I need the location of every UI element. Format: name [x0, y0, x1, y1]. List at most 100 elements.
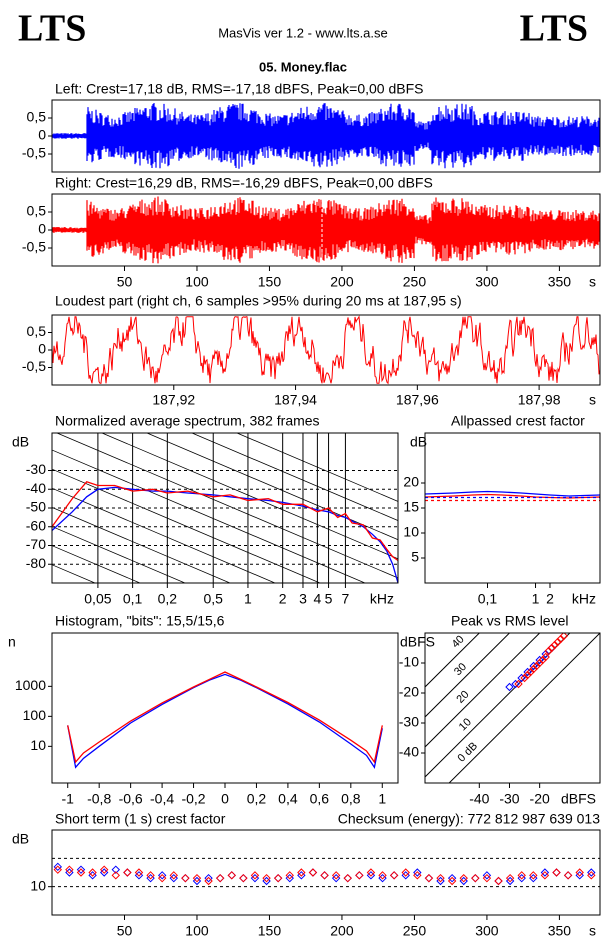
x-tick-label: 0,5 — [203, 591, 223, 607]
point — [563, 871, 573, 880]
checksum: Checksum (energy): 772 812 987 639 013 — [338, 811, 600, 827]
point — [157, 873, 167, 883]
x-tick-label: 3 — [299, 591, 307, 607]
logo: LTS — [520, 8, 588, 50]
point — [262, 873, 271, 883]
x-tick-label: 2 — [279, 591, 287, 607]
point — [559, 633, 569, 641]
plot-area — [52, 830, 600, 915]
y-axis-label: n — [8, 634, 16, 650]
point — [204, 873, 213, 883]
waveform — [52, 196, 600, 264]
x-tick-label: -0,6 — [119, 791, 143, 807]
plot-content — [52, 433, 398, 583]
x-axis-unit: s — [589, 923, 596, 939]
x-tick-label: 300 — [475, 274, 499, 290]
slope-line — [191, 433, 398, 521]
x-tick-label: 0,8 — [341, 791, 361, 807]
point — [343, 873, 352, 883]
crest-line — [425, 633, 480, 688]
y-tick-label: -0,5 — [22, 239, 46, 255]
point — [297, 868, 306, 877]
x-tick-label: -0,8 — [87, 791, 111, 807]
x-tick-label: 0,2 — [247, 791, 267, 807]
slope-line — [56, 433, 398, 579]
panel-title: Short term (1 s) crest factor — [55, 811, 226, 827]
point — [471, 873, 480, 883]
point — [111, 871, 120, 880]
point — [482, 873, 492, 883]
point — [459, 873, 468, 883]
x-tick-label: 0,05 — [84, 591, 111, 607]
plot-content — [52, 194, 600, 266]
y-tick-label: 0,5 — [27, 109, 47, 125]
point — [541, 652, 550, 662]
point — [88, 868, 97, 877]
point — [366, 868, 376, 877]
y-tick-label: -70 — [26, 536, 46, 552]
y-tick-label: -0,5 — [22, 358, 46, 374]
panel-title: Right: Crest=16,29 dB, RMS=-16,29 dBFS, … — [55, 175, 433, 191]
x-tick-label: -20 — [530, 791, 550, 807]
plot-frame — [51, 193, 601, 267]
point — [227, 871, 236, 880]
y-tick-label: -40 — [26, 480, 46, 496]
point — [517, 673, 526, 683]
y-tick-label: -30 — [26, 461, 46, 477]
x-axis-unit: s — [589, 274, 596, 290]
point — [111, 865, 120, 874]
point — [169, 871, 178, 880]
y-tick-label: 0 — [38, 341, 46, 357]
y-tick-label: -80 — [26, 555, 46, 571]
waveform — [52, 315, 600, 385]
y-axis-label: dBFS — [400, 634, 435, 650]
y-tick-label: 10 — [30, 737, 46, 753]
series-line — [67, 673, 383, 769]
point — [123, 868, 132, 877]
point — [192, 873, 202, 883]
y-tick-label: 0 — [38, 221, 46, 237]
point — [378, 871, 387, 880]
point — [587, 868, 596, 877]
point — [273, 873, 283, 883]
point — [547, 643, 556, 653]
x-axis-unit: kHz — [370, 591, 394, 607]
point — [401, 868, 410, 877]
plot-frame — [51, 432, 399, 584]
plot-content — [52, 315, 600, 385]
crest-line — [448, 633, 600, 783]
y-tick-label: 20 — [403, 474, 419, 490]
y-tick-label: -30 — [399, 714, 419, 730]
point — [99, 865, 109, 874]
panel-title: Left: Crest=17,18 dB, RMS=-17,18 dBFS, P… — [55, 81, 423, 97]
x-tick-label: 7 — [342, 591, 350, 607]
point — [320, 871, 329, 880]
series-line — [67, 671, 383, 764]
logo: LTS — [18, 8, 86, 50]
x-tick-label: 250 — [403, 274, 427, 290]
point — [494, 876, 503, 886]
point — [505, 682, 514, 692]
point — [239, 873, 248, 883]
point — [550, 640, 559, 650]
plot-content — [52, 103, 600, 169]
x-tick-label: 350 — [548, 274, 572, 290]
point — [285, 871, 294, 880]
x-tick-label: 300 — [475, 923, 499, 939]
point — [535, 655, 544, 665]
plot-frame — [51, 829, 601, 916]
x-tick-label: 5 — [325, 591, 333, 607]
x-axis-unit: dBFS — [561, 791, 596, 807]
panel-title: Peak vs RMS level — [451, 613, 568, 629]
x-tick-label: 0,1 — [478, 591, 498, 607]
x-tick-label: -0,4 — [150, 791, 174, 807]
point — [523, 667, 532, 677]
x-tick-label: 250 — [403, 923, 427, 939]
x-tick-label: 4 — [313, 591, 321, 607]
point — [535, 658, 544, 668]
point — [526, 667, 535, 677]
point — [552, 868, 561, 877]
point — [540, 868, 550, 877]
waveform — [52, 103, 600, 169]
